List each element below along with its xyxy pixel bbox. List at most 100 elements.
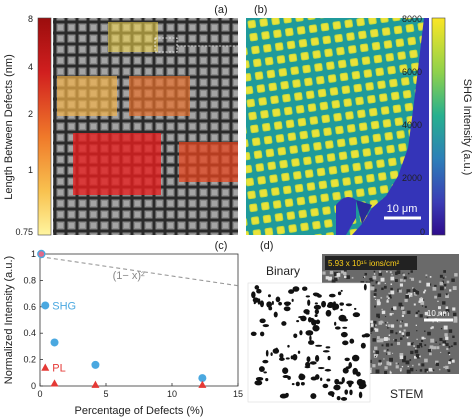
stem-speckle <box>388 292 391 295</box>
stem-speckle <box>370 278 373 281</box>
y-tick-label: 0.2 <box>23 355 36 365</box>
stem-speckle <box>439 286 444 291</box>
stem-speckle <box>380 277 385 282</box>
panel-b-image: 10 μm (b) <box>246 4 429 235</box>
stem-speckle <box>381 310 386 315</box>
binary-blob <box>356 378 364 386</box>
stem-speckle <box>386 270 388 273</box>
stem-speckle <box>374 298 376 300</box>
stem-speckle <box>377 300 380 303</box>
binary-blob <box>314 314 318 318</box>
binary-blob <box>285 357 290 360</box>
stem-speckle <box>417 310 420 313</box>
chart-c: (c) Percentage of Defects (%) Normalized… <box>3 240 243 417</box>
stem-speckle <box>391 352 394 354</box>
stem-speckle <box>378 272 382 276</box>
stem-speckle <box>415 314 418 317</box>
stem-speckle <box>445 336 449 340</box>
binary-blob <box>293 333 298 339</box>
stem-speckle <box>429 345 434 350</box>
binary-blob <box>360 342 366 349</box>
colorbar-tick: 4000 <box>402 120 422 130</box>
binary-blob <box>291 383 295 386</box>
stem-speckle <box>445 365 449 370</box>
stem-speckle <box>370 320 373 324</box>
stem-speckle <box>385 322 387 324</box>
binary-blob <box>333 386 341 390</box>
stem-speckle <box>418 300 421 303</box>
stem-speckle <box>407 310 411 314</box>
stem-speckle <box>413 355 417 359</box>
binary-blob <box>282 367 289 374</box>
stem-speckle <box>374 355 376 358</box>
stem-speckle <box>437 300 439 302</box>
stem-speckle <box>378 270 382 273</box>
data-point-pl <box>91 380 100 388</box>
stem-speckle <box>406 336 409 339</box>
stem-speckle <box>333 272 338 277</box>
stem-speckle <box>411 277 415 281</box>
stem-speckle <box>448 353 451 356</box>
binary-blob <box>251 291 256 299</box>
colorbar-title: Length Between Defects (nm) <box>3 54 15 200</box>
stem-speckle <box>401 365 404 368</box>
stem-speckle <box>388 338 390 341</box>
stem-speckle <box>341 270 344 274</box>
binary-blob <box>275 296 281 303</box>
binary-blob <box>339 302 344 306</box>
stem-speckle <box>439 312 443 315</box>
stem-speckle <box>403 309 405 311</box>
panel-label-d: (d) <box>260 240 273 252</box>
colorbar-shg: 8000 6000 4000 2000 0 SHG Intensity (a.u… <box>402 14 473 237</box>
stem-speckle <box>386 300 389 303</box>
stem-speckle <box>413 345 416 347</box>
binary-blob <box>328 293 336 298</box>
stem-speckle <box>351 276 354 279</box>
stem-speckle <box>373 320 377 324</box>
binary-blob <box>351 354 360 362</box>
stem-speckle <box>419 298 424 302</box>
stem-speckle <box>439 281 444 286</box>
stem-speckle <box>394 338 397 342</box>
stem-speckle <box>426 316 429 319</box>
stem-speckle <box>372 285 375 288</box>
stem-speckle <box>363 276 366 278</box>
stem-speckle <box>444 333 448 337</box>
binary-blob <box>324 368 332 372</box>
stem-speckle <box>419 343 422 346</box>
binary-blob <box>295 381 300 387</box>
stem-speckle <box>415 348 417 350</box>
binary-blob <box>306 356 311 363</box>
stem-speckle <box>369 327 374 332</box>
stem-speckle <box>436 346 440 350</box>
stem-speckle <box>406 332 410 337</box>
stem-speckle <box>378 359 382 363</box>
binary-blob <box>334 321 337 326</box>
stem-speckle <box>400 306 405 310</box>
stem-speckle <box>410 350 414 355</box>
stem-speckle <box>381 321 384 324</box>
stem-speckle <box>376 339 380 343</box>
binary-blob <box>254 285 260 290</box>
stem-speckle <box>408 292 413 297</box>
stem-speckle <box>386 361 391 366</box>
stem-speckle <box>443 366 446 369</box>
stem-speckle <box>376 336 380 340</box>
stem-speckle <box>404 323 408 327</box>
binary-blob <box>348 380 352 388</box>
binary-blob <box>252 297 259 303</box>
stem-speckle <box>410 342 414 346</box>
stem-speckle <box>392 312 394 315</box>
binary-blob <box>262 359 269 364</box>
binary-blob <box>309 335 312 341</box>
stem-speckle <box>409 359 412 361</box>
stem-speckle <box>424 311 429 316</box>
binary-blob <box>313 304 322 310</box>
stem-speckle <box>371 322 374 325</box>
stem-speckle <box>452 335 455 339</box>
stem-speckle <box>328 276 332 281</box>
stem-speckle <box>397 363 399 365</box>
stem-speckle <box>445 294 449 298</box>
stem-speckle <box>424 358 428 363</box>
stem-speckle <box>410 270 413 273</box>
